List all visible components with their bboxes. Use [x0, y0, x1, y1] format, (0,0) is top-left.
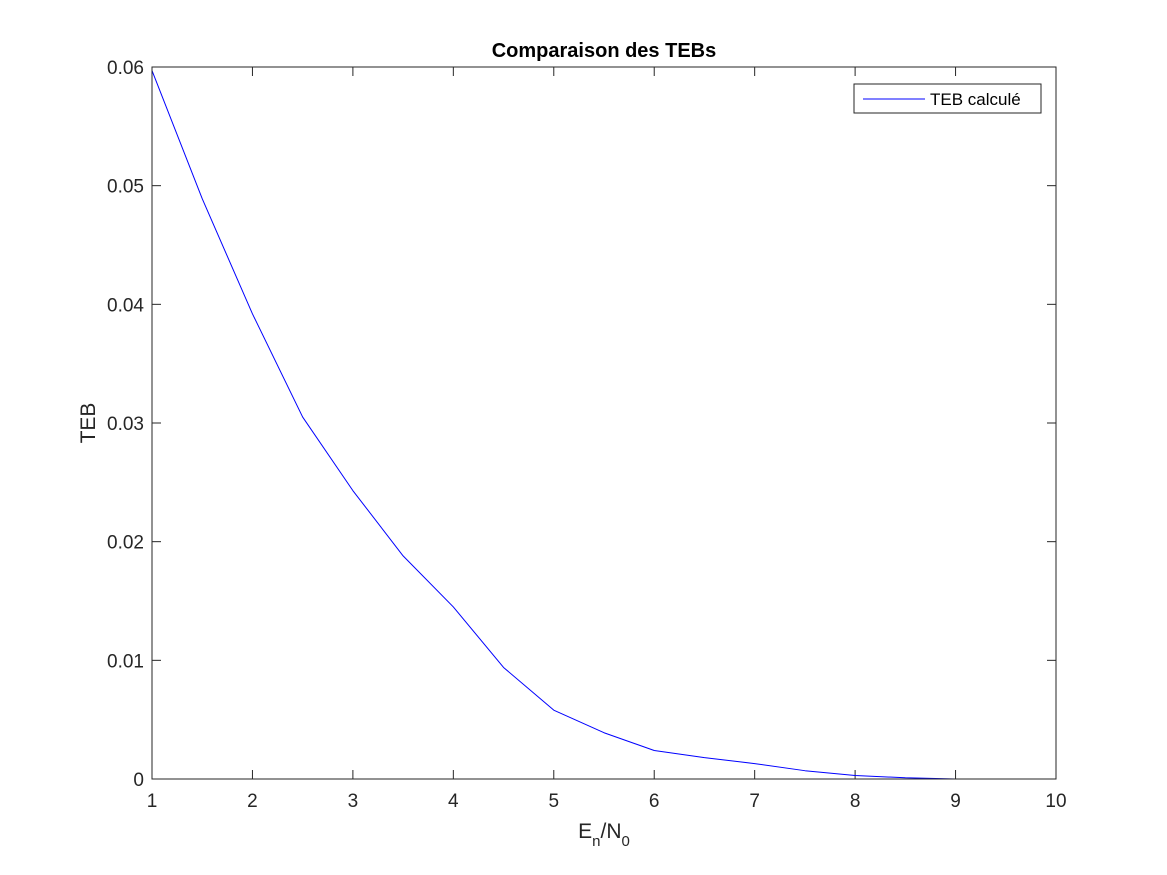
x-tick-label: 10 — [1045, 791, 1066, 812]
y-tick-label: 0.01 — [107, 651, 144, 672]
y-axis-ticks: 0 0.01 0.02 0.03 0.04 0.05 0.06 — [107, 58, 1056, 791]
x-tick-label: 5 — [548, 791, 559, 812]
legend-label: TEB calculé — [930, 90, 1021, 109]
x-axis-ticks: 1 2 3 4 5 6 7 8 9 10 — [147, 67, 1067, 812]
y-tick-label: 0 — [133, 770, 144, 791]
legend: TEB calculé — [853, 83, 1042, 114]
x-tick-label: 3 — [348, 791, 359, 812]
chart-title: Comparaison des TEBs — [492, 40, 717, 62]
y-tick-label: 0.04 — [107, 295, 144, 316]
axes-box — [151, 66, 1057, 780]
x-tick-label: 8 — [850, 791, 861, 812]
x-tick-label: 7 — [749, 791, 760, 812]
x-tick-label: 4 — [448, 791, 459, 812]
x-tick-label: 6 — [649, 791, 660, 812]
series-layer — [151, 70, 1056, 780]
x-tick-label: 2 — [247, 791, 258, 812]
series-line-teb-calcule — [151, 70, 1056, 780]
x-axis-label: En/N0 — [578, 820, 630, 850]
x-tick-label: 1 — [147, 791, 158, 812]
x-tick-label: 9 — [950, 791, 961, 812]
y-axis-label: TEB — [77, 403, 100, 444]
y-tick-label: 0.06 — [107, 58, 144, 79]
y-tick-label: 0.03 — [107, 414, 144, 435]
y-tick-label: 0.02 — [107, 533, 144, 554]
plot-area — [152, 67, 1056, 779]
y-tick-label: 0.05 — [107, 177, 144, 198]
